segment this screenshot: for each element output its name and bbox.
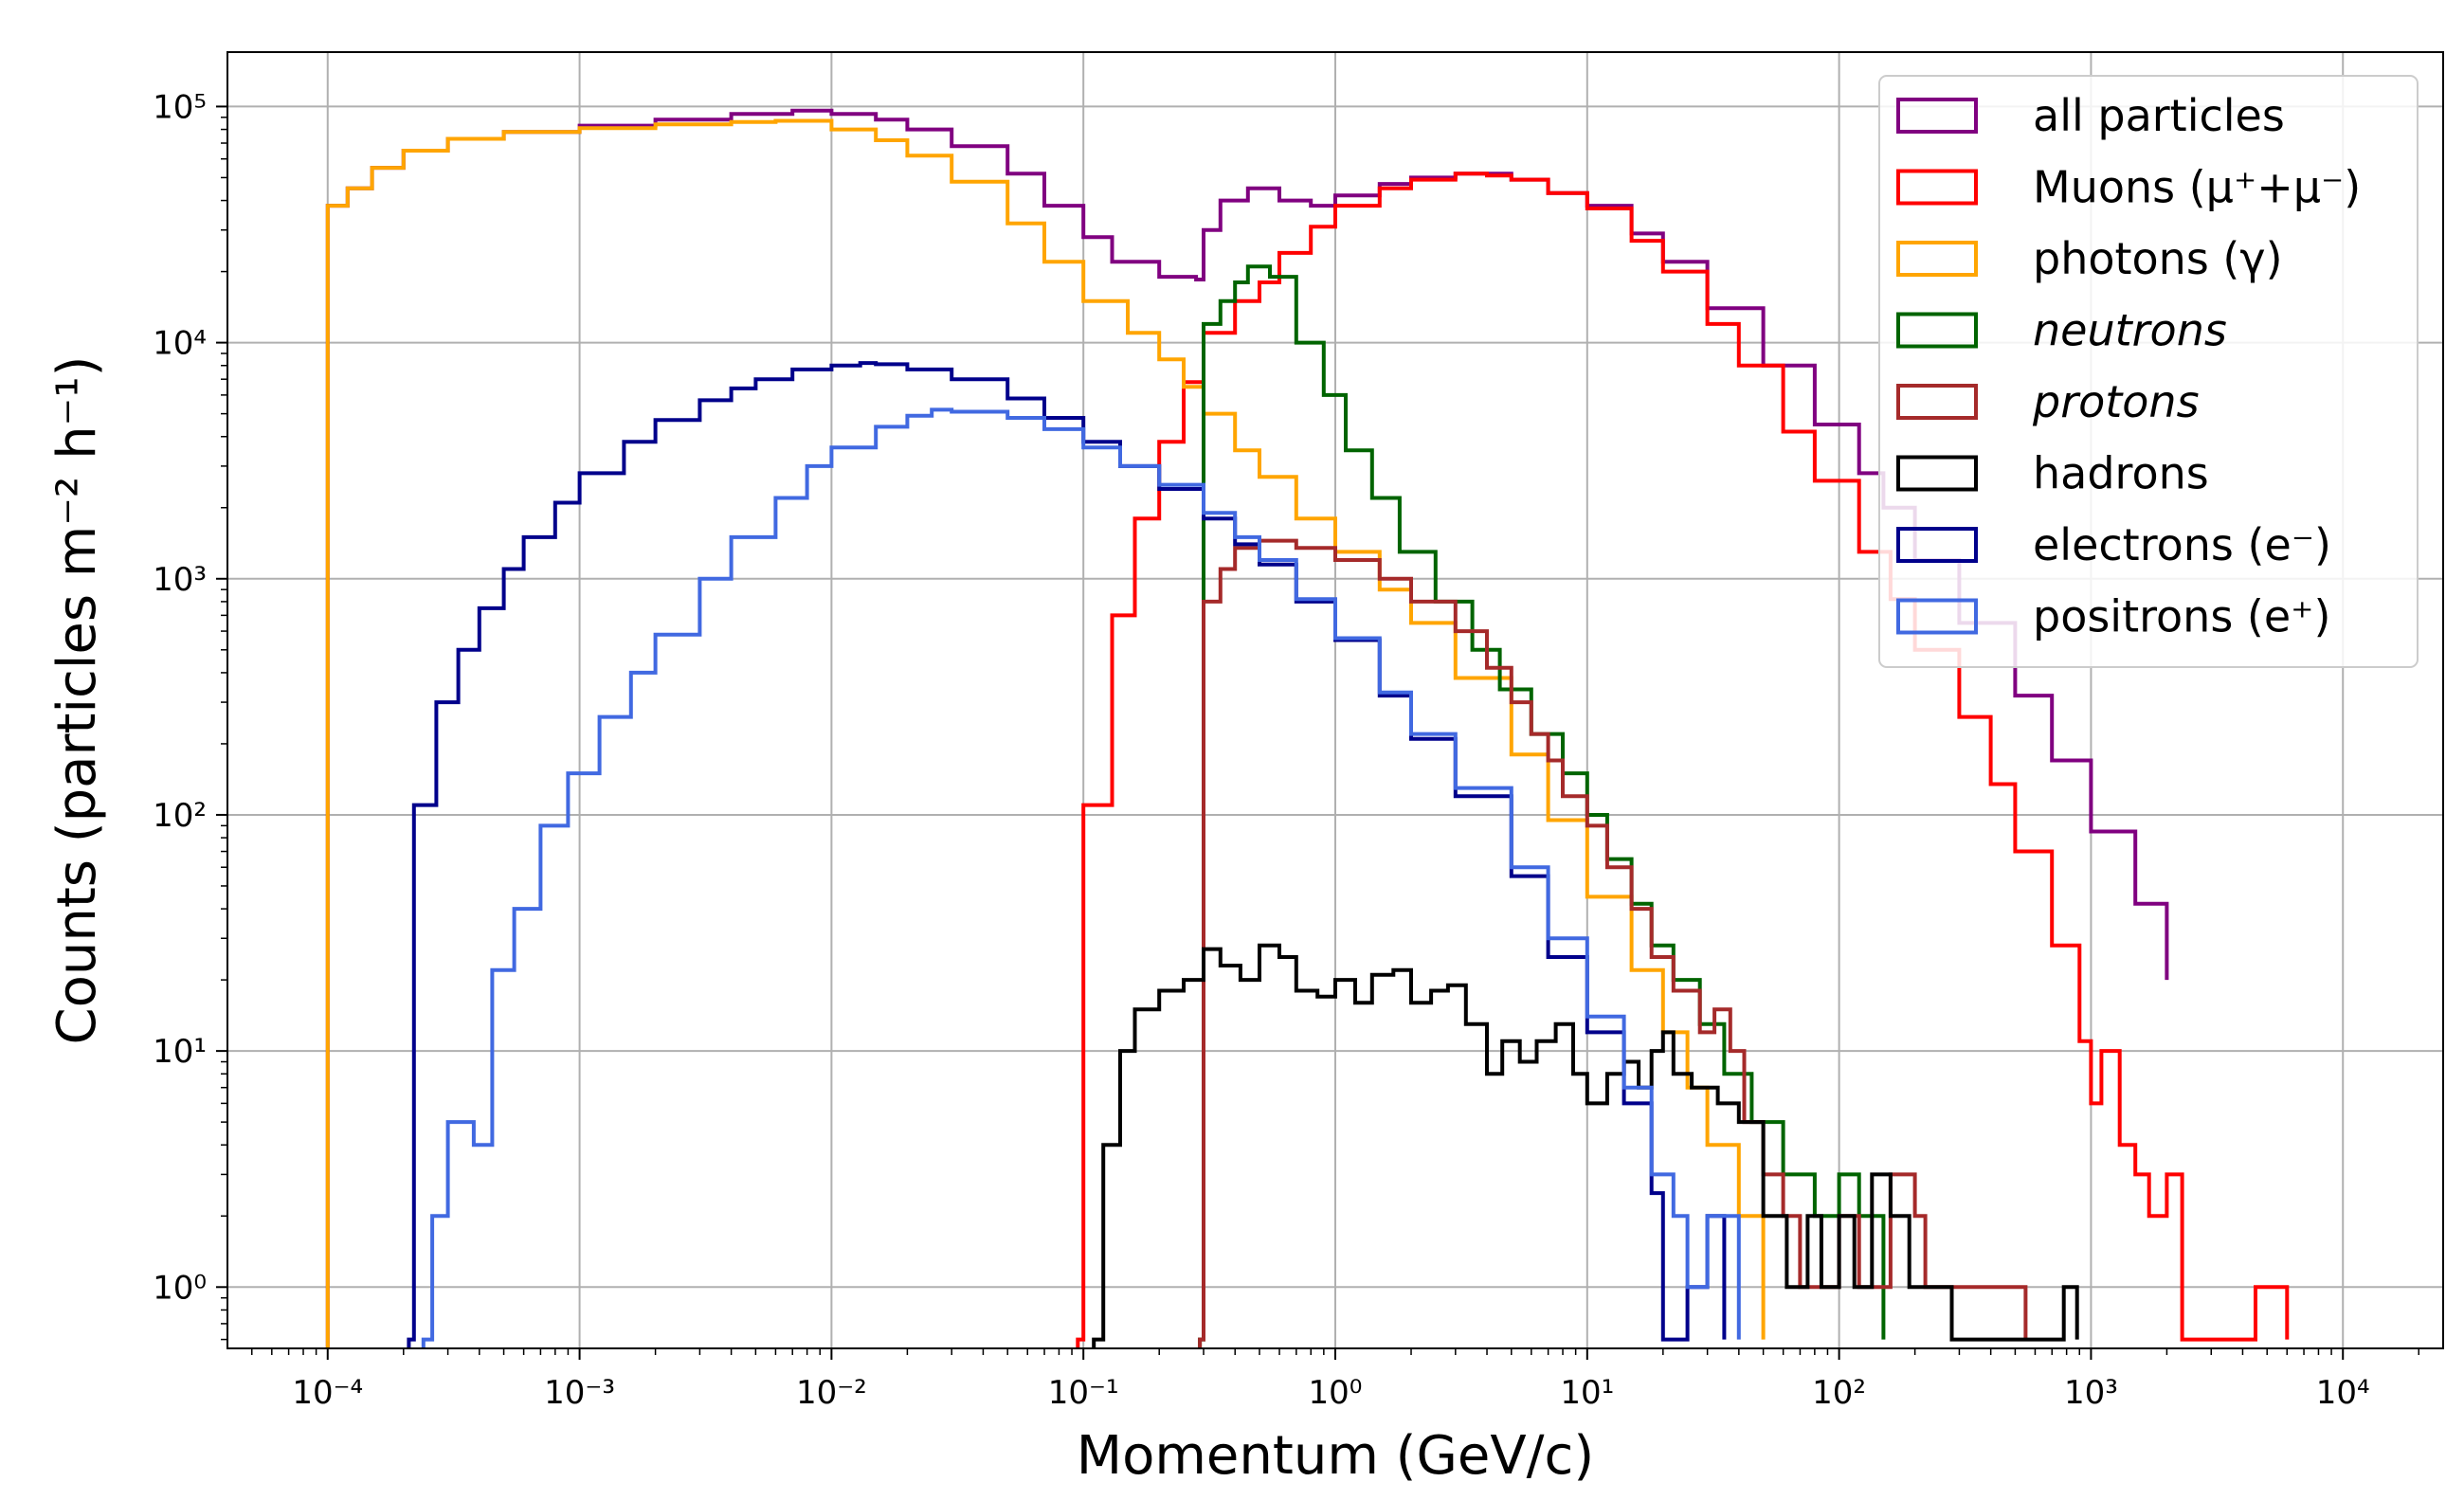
y-tick-label: 10¹: [153, 1033, 207, 1071]
legend-label: all particles: [2033, 90, 2285, 141]
y-tick-label: 10³: [153, 561, 207, 599]
series-line-1: [1076, 172, 2290, 1348]
legend-label: neutrons: [2033, 305, 2227, 356]
legend-label: positrons (e⁺): [2033, 591, 2330, 642]
series-layer: [325, 108, 2290, 1348]
x-tick-labels: 10⁻⁴ 10⁻³ 10⁻² 10⁻¹ 10⁰ 10¹ 10² 10³ 10⁴: [292, 1374, 2369, 1412]
y-tick-label: 10⁵: [153, 88, 207, 126]
series-line-2: [325, 118, 1766, 1348]
legend-swatch: [1896, 98, 1978, 134]
x-tick-label: 10⁻²: [796, 1374, 867, 1412]
y-tick-label: 10⁴: [153, 325, 207, 363]
legend-label: Muons (μ⁺+μ⁻): [2033, 162, 2361, 213]
x-tick-label: 10⁻⁴: [292, 1374, 363, 1412]
series-line-6: [407, 361, 1727, 1348]
y-tick-label: 10⁰: [153, 1269, 207, 1307]
y-tick-label: 10²: [153, 797, 207, 835]
legend-box: [1878, 75, 2419, 668]
x-tick-label: 10⁻¹: [1048, 1374, 1119, 1412]
x-tick-label: 10⁻³: [544, 1374, 615, 1412]
x-tick-label: 10³: [2064, 1374, 2118, 1412]
x-tick-label: 10⁰: [1309, 1374, 1363, 1412]
legend-swatch: [1896, 384, 1978, 420]
legend-swatch: [1896, 527, 1978, 563]
legend-label: electrons (e⁻): [2033, 519, 2331, 570]
legend-label: photons (γ): [2033, 233, 2283, 284]
x-tick-label: 10¹: [1560, 1374, 1614, 1412]
series-line-7: [421, 407, 1741, 1348]
legend-swatch: [1896, 241, 1978, 277]
x-tick-label: 10²: [1812, 1374, 1866, 1412]
legend-label: hadrons: [2033, 448, 2209, 499]
x-axis-title: Momentum (GeV/c): [1077, 1425, 1594, 1487]
series-line-5: [1092, 943, 2079, 1348]
y-tick-labels: 10⁰ 10¹ 10² 10³ 10⁴ 10⁵: [153, 88, 207, 1307]
axis-ticks: [216, 105, 2419, 1360]
legend-label: protons: [2032, 376, 2200, 427]
legend-swatch: [1896, 598, 1978, 635]
legend-swatch: [1896, 169, 1978, 206]
legend: all particles Muons (μ⁺+μ⁻) photons (γ) neu…: [1878, 75, 2419, 668]
y-axis-title: Counts (particles m⁻² h⁻¹): [46, 355, 108, 1044]
legend-swatch: [1896, 312, 1978, 349]
legend-swatch: [1896, 455, 1978, 492]
x-tick-label: 10⁴: [2316, 1374, 2370, 1412]
